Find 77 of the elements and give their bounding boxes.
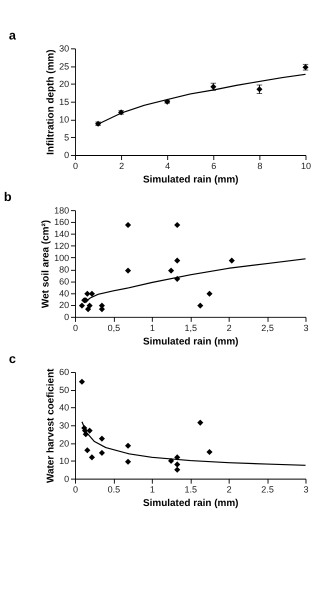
y-tick-label: 40 — [59, 402, 70, 413]
point — [197, 302, 204, 309]
x-tick-label: 0 — [72, 322, 78, 333]
point — [197, 420, 204, 426]
point — [125, 458, 132, 465]
x-tick-label: 2 — [226, 484, 232, 495]
y-tick-label: 180 — [54, 205, 70, 216]
y-tick-label: 30 — [59, 44, 70, 54]
y-tick-label: 20 — [59, 79, 70, 90]
y-axis-title: Wet soil area (cm²) — [40, 220, 52, 308]
point — [174, 258, 180, 264]
chart-title: b — [4, 190, 12, 204]
y-tick-label: 120 — [54, 240, 70, 251]
y-tick-label: 25 — [59, 61, 70, 72]
x-tick-label: 2,5 — [261, 322, 274, 333]
x-tick-label: 4 — [165, 161, 170, 172]
y-axis-title: Water harvest coeficient — [46, 368, 57, 484]
y-tick-label: 20 — [59, 438, 70, 448]
x-tick-label: 2 — [226, 322, 232, 333]
chart-title: a — [8, 28, 17, 42]
x-tick-label: 3 — [303, 322, 308, 333]
x-tick-label: 1 — [150, 322, 155, 333]
point — [78, 302, 85, 309]
chart-title: c — [8, 352, 16, 366]
point — [174, 461, 180, 468]
y-tick-label: 0 — [64, 150, 70, 160]
x-tick-label: 2.5 — [261, 484, 274, 495]
y-tick-label: 0 — [64, 312, 70, 322]
point — [88, 454, 95, 460]
point — [78, 378, 85, 385]
x-tick-label: 0 — [72, 484, 78, 495]
y-tick-label: 60 — [59, 367, 70, 378]
point — [86, 302, 93, 309]
y-axis-title: Infiltration depth (mm) — [46, 49, 57, 155]
point — [125, 268, 132, 274]
y-tick-label: 160 — [54, 217, 70, 228]
y-tick-label: 20 — [59, 300, 70, 310]
point — [228, 258, 235, 264]
x-tick-label: 1 — [150, 484, 155, 495]
x-tick-label: 1.5 — [184, 484, 198, 495]
point — [86, 428, 93, 434]
x-tick-label: 0.5 — [108, 484, 120, 495]
point — [206, 448, 213, 456]
x-axis-title: Simulated rain (mm) — [142, 498, 238, 510]
y-tick-label: 40 — [59, 288, 70, 298]
y-tick-label: 50 — [59, 384, 70, 395]
x-tick-label: 0,5 — [108, 322, 120, 333]
x-tick-label: 2 — [119, 161, 124, 172]
point — [84, 447, 90, 454]
point — [174, 222, 180, 228]
x-axis-title: Simulated rain (mm) — [142, 174, 238, 186]
point — [98, 436, 105, 442]
x-tick-label: 8 — [257, 161, 262, 172]
x-tick-label: 0 — [72, 161, 78, 172]
point — [125, 222, 132, 228]
y-tick-label: 100 — [54, 252, 70, 263]
point — [206, 290, 213, 297]
point — [168, 268, 174, 274]
line-series — [81, 421, 306, 466]
y-tick-label: 140 — [54, 229, 70, 240]
point — [174, 466, 180, 473]
y-tick-label: 30 — [59, 420, 70, 430]
x-axis-title: Simulated rain (mm) — [142, 336, 238, 348]
y-tick-label: 15 — [59, 96, 70, 107]
x-tick-label: 1,5 — [184, 322, 198, 333]
x-tick-label: 6 — [211, 161, 216, 172]
y-tick-label: 10 — [59, 456, 70, 466]
y-tick-label: 5 — [64, 132, 70, 142]
point — [125, 442, 132, 449]
y-tick-label: 10 — [59, 114, 70, 125]
y-tick-label: 60 — [59, 276, 70, 286]
y-tick-label: 0 — [64, 474, 70, 484]
x-tick-label: 10 — [300, 161, 312, 172]
point — [98, 450, 105, 456]
point — [84, 290, 90, 297]
y-tick-label: 80 — [59, 264, 70, 275]
x-tick-label: 3 — [303, 484, 308, 495]
